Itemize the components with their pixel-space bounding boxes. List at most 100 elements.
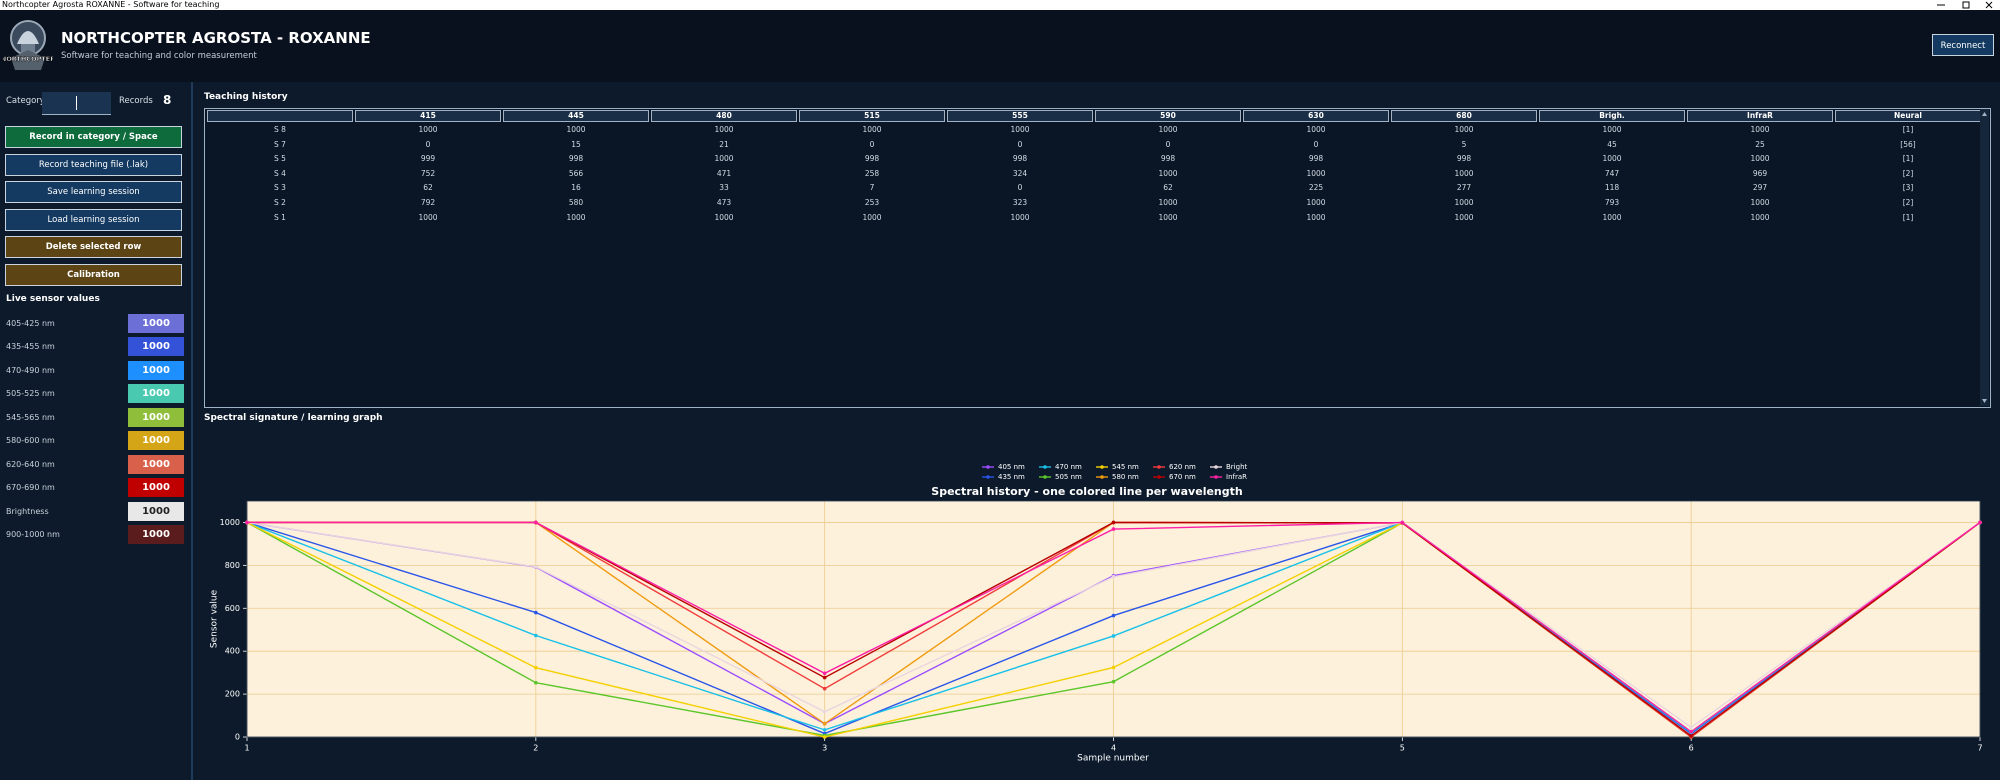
y-tick-label: 0 xyxy=(235,733,240,742)
table-cell: [1] xyxy=(1902,154,1914,164)
table-cell: S 1 xyxy=(274,212,286,222)
header-cell: Neural xyxy=(1835,110,1981,122)
table-cell: 999 xyxy=(420,154,436,164)
window-controls xyxy=(1937,1,1993,9)
series-point xyxy=(822,671,827,676)
table-cell: 118 xyxy=(1604,183,1620,193)
graph-title: Spectral signature / learning graph xyxy=(204,413,383,423)
live-title: Live sensor values xyxy=(6,294,100,304)
sidebar-button[interactable]: Delete selected row xyxy=(5,236,182,259)
series-point xyxy=(1111,520,1116,525)
table-cell: [2] xyxy=(1902,168,1914,178)
table-cell: 258 xyxy=(864,168,880,178)
category-input[interactable] xyxy=(42,92,111,115)
legend-marker xyxy=(1214,465,1218,469)
table-row: S 2 792 580 473 253 323 1000 1000 1000 793 1000 [2] xyxy=(207,196,1981,210)
legend-label: 505 nm xyxy=(1055,473,1082,481)
table-cell: 1000 xyxy=(1306,212,1326,222)
sensor-value: 1000 xyxy=(128,384,184,404)
category-label: Category xyxy=(6,96,45,106)
app-subtitle: Software for teaching and color measurem… xyxy=(61,51,257,61)
sidebar-button[interactable]: Calibration xyxy=(5,264,182,286)
table-cell: 25 xyxy=(1755,139,1765,149)
table-cell: 1000 xyxy=(1454,212,1474,222)
sidebar-button[interactable]: Record in category / Space xyxy=(5,126,182,148)
x-tick-label: 1 xyxy=(244,744,249,753)
table-cell: 0 xyxy=(1313,139,1319,149)
series-point xyxy=(534,610,538,615)
table-cell: 473 xyxy=(716,197,732,207)
header-cell: 480 xyxy=(651,110,797,122)
table-cell: 998 xyxy=(1012,154,1028,164)
series-point xyxy=(1111,634,1116,638)
table-cell: 1000 xyxy=(566,212,586,222)
table-cell: 0 xyxy=(869,139,875,149)
series-point xyxy=(534,665,538,670)
series-point xyxy=(1111,613,1116,618)
header-cell: 630 xyxy=(1243,110,1389,122)
legend-marker xyxy=(986,465,990,469)
x-tick-label: 5 xyxy=(1400,744,1405,753)
table-cell: 0 xyxy=(425,139,431,149)
app-title: NORTHCOPTER AGROSTA - ROXANNE xyxy=(61,29,371,47)
x-axis-label: Sample number xyxy=(1077,754,1149,764)
series-point xyxy=(534,520,538,525)
title-bar: Northcopter Agrosta ROXANNE - Software f… xyxy=(0,0,2000,10)
table-cell: 1000 xyxy=(1158,212,1178,222)
table-cell: 225 xyxy=(1308,183,1324,193)
sidebar-button[interactable]: Record teaching file (.lak) xyxy=(5,153,182,176)
table-cell: 1000 xyxy=(1306,197,1326,207)
table-cell: 752 xyxy=(420,168,436,178)
table-cell: 1000 xyxy=(714,125,734,134)
reconnect-button[interactable]: Reconnect xyxy=(1932,34,1994,56)
table-cell: 1000 xyxy=(1602,154,1622,164)
table-cell: 1000 xyxy=(418,212,438,222)
table-cell: 793 xyxy=(1604,197,1620,207)
table-cell: 580 xyxy=(568,197,584,207)
sensor-label: 580-600 nm xyxy=(6,436,55,446)
sidebar-button[interactable]: Save learning session xyxy=(5,181,182,204)
sensor-value: 1000 xyxy=(128,501,184,521)
sensor-value: 1000 xyxy=(128,454,184,474)
legend-marker xyxy=(1100,465,1104,469)
table-cell: 471 xyxy=(716,168,732,178)
series-point xyxy=(245,520,249,525)
series-point xyxy=(822,728,827,732)
table-cell: [56] xyxy=(1900,139,1916,149)
header-cell xyxy=(207,110,353,122)
series-point xyxy=(1400,520,1405,525)
series-point xyxy=(1111,665,1116,670)
table-cell: 1000 xyxy=(1454,197,1474,207)
table-cell: 62 xyxy=(423,183,433,193)
logo-text: NORTHCOPTER xyxy=(3,55,53,63)
table-row: S 7 0 15 21 0 0 0 0 5 45 25 [56] xyxy=(207,138,1981,152)
table-cell: [2] xyxy=(1902,197,1914,207)
series-point xyxy=(822,735,827,739)
series-point xyxy=(1689,729,1693,734)
series-point xyxy=(822,675,827,680)
table-cell: 1000 xyxy=(418,125,438,134)
scrollbar[interactable] xyxy=(1980,109,1989,406)
header-cell: InfraR xyxy=(1687,110,1833,122)
table-cell: 1000 xyxy=(714,154,734,164)
table-cell: 1000 xyxy=(1454,168,1474,178)
table-cell: 998 xyxy=(864,154,880,164)
legend-label: 620 nm xyxy=(1169,463,1196,471)
history-table: 415 445 480 515 555 590 630 680 Brigh. InfraR Neur… xyxy=(205,109,1983,225)
legend-marker xyxy=(1043,475,1047,479)
table-cell: 16 xyxy=(571,183,581,193)
sidebar-button[interactable]: Load learning session xyxy=(5,208,182,231)
table-cell: 0 xyxy=(1017,183,1023,193)
table-body: S 8 1000 1000 1000 1000 1000 1000 1000 1000 1000 1… xyxy=(207,123,1981,224)
legend-marker xyxy=(986,475,990,479)
series-point xyxy=(534,633,538,638)
header-cell: 680 xyxy=(1391,110,1537,122)
series-point xyxy=(1111,574,1116,579)
legend-marker xyxy=(1043,465,1047,469)
legend-label: 545 nm xyxy=(1112,463,1139,471)
header: NORTHCOPTER NORTHCOPTER AGROSTA - ROXANN… xyxy=(0,10,2000,82)
sensor-label: 900-1000 nm xyxy=(6,530,60,540)
scrollbar-arrows xyxy=(1982,112,1987,403)
series-point xyxy=(1111,679,1116,684)
